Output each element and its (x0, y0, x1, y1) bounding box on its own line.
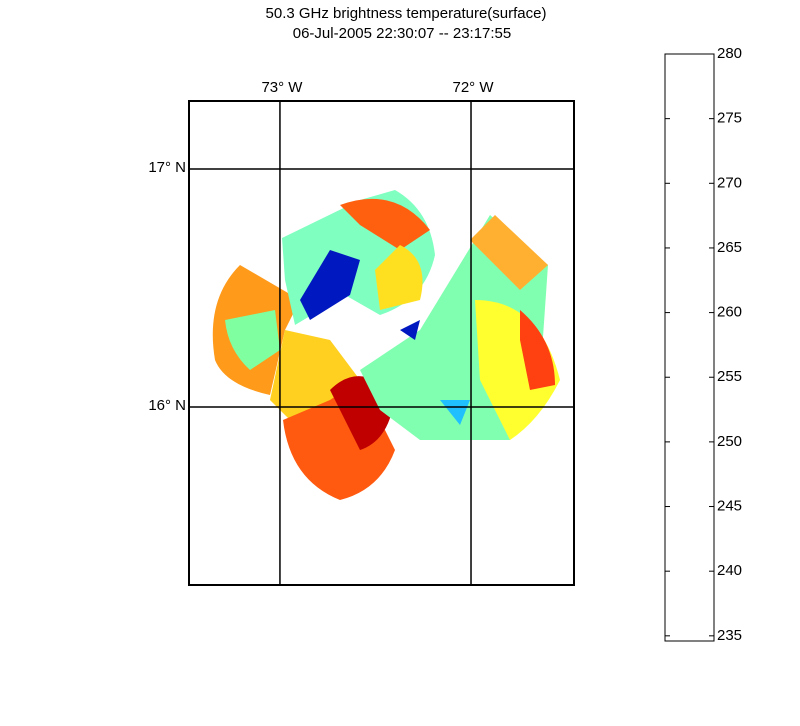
colorbar-label: 235 (717, 627, 742, 644)
map-frame (188, 100, 575, 586)
colorbar-label: 255 (717, 368, 742, 385)
lon-label: 72° W (453, 79, 495, 96)
colorbar-label: 250 (717, 433, 742, 450)
colorbar-label: 270 (717, 174, 742, 191)
colorbar-label: 265 (717, 239, 742, 256)
colorbar-label: 280 (717, 45, 742, 62)
colorbar-label: 275 (717, 110, 742, 127)
swath (212, 190, 560, 500)
lon-label: 73° W (261, 79, 303, 96)
colorbar (664, 53, 715, 642)
lat-label: 16° N (148, 397, 186, 414)
colorbar-label: 260 (717, 304, 742, 321)
colorbar-label: 245 (717, 498, 742, 515)
lat-label: 17° N (148, 159, 186, 176)
subtitle: 06-Jul-2005 22:30:07 -- 23:17:55 (293, 25, 512, 42)
colorbar-label: 240 (717, 562, 742, 579)
title: 50.3 GHz brightness temperature(surface) (266, 5, 547, 22)
